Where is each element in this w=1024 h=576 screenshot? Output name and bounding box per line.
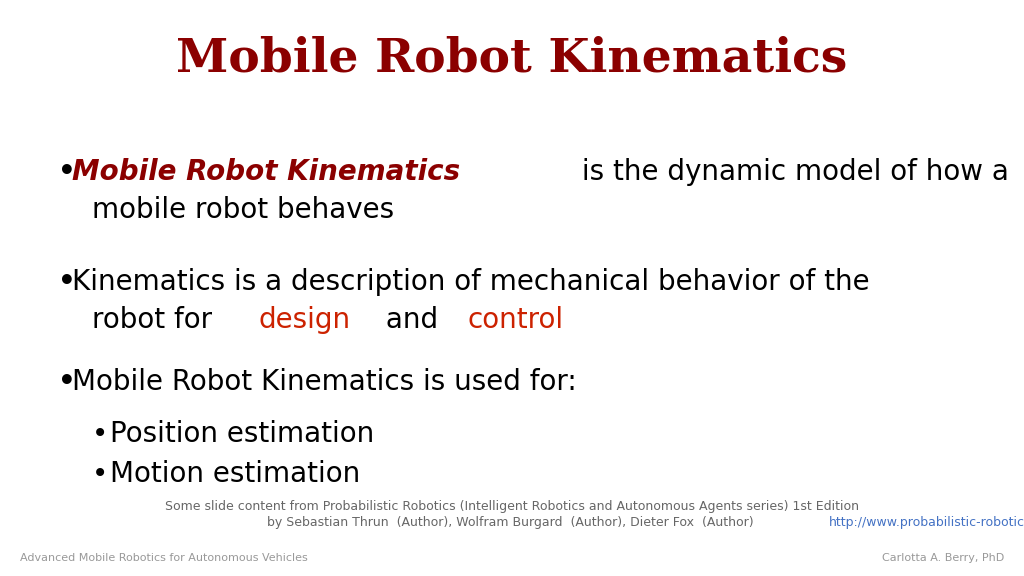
Text: Carlotta A. Berry, PhD: Carlotta A. Berry, PhD <box>882 553 1004 563</box>
Text: Position estimation: Position estimation <box>110 420 374 448</box>
Text: robot for: robot for <box>92 306 221 334</box>
Text: •: • <box>58 268 76 296</box>
Text: by Sebastian Thrun  (Author), Wolfram Burgard  (Author), Dieter Fox  (Author): by Sebastian Thrun (Author), Wolfram Bur… <box>266 516 758 529</box>
Text: is the dynamic model of how a: is the dynamic model of how a <box>572 158 1009 186</box>
Text: http://www.probabilistic-robotics.org/: http://www.probabilistic-robotics.org/ <box>828 516 1024 529</box>
Text: design: design <box>258 306 350 334</box>
Text: •: • <box>58 158 76 186</box>
Text: control: control <box>468 306 564 334</box>
Text: Mobile Robot Kinematics: Mobile Robot Kinematics <box>176 35 848 81</box>
Text: •: • <box>92 420 109 448</box>
Text: •: • <box>58 368 76 396</box>
Text: Some slide content from Probabilistic Robotics (Intelligent Robotics and Autonom: Some slide content from Probabilistic Ro… <box>165 500 859 513</box>
Text: Motion estimation: Motion estimation <box>110 460 360 488</box>
Text: Advanced Mobile Robotics for Autonomous Vehicles: Advanced Mobile Robotics for Autonomous … <box>20 553 308 563</box>
Text: •: • <box>92 460 109 488</box>
Text: and: and <box>377 306 447 334</box>
Text: mobile robot behaves: mobile robot behaves <box>92 196 394 224</box>
Text: Mobile Robot Kinematics is used for:: Mobile Robot Kinematics is used for: <box>72 368 577 396</box>
Text: Mobile Robot Kinematics: Mobile Robot Kinematics <box>72 158 460 186</box>
Text: Kinematics is a description of mechanical behavior of the: Kinematics is a description of mechanica… <box>72 268 869 296</box>
